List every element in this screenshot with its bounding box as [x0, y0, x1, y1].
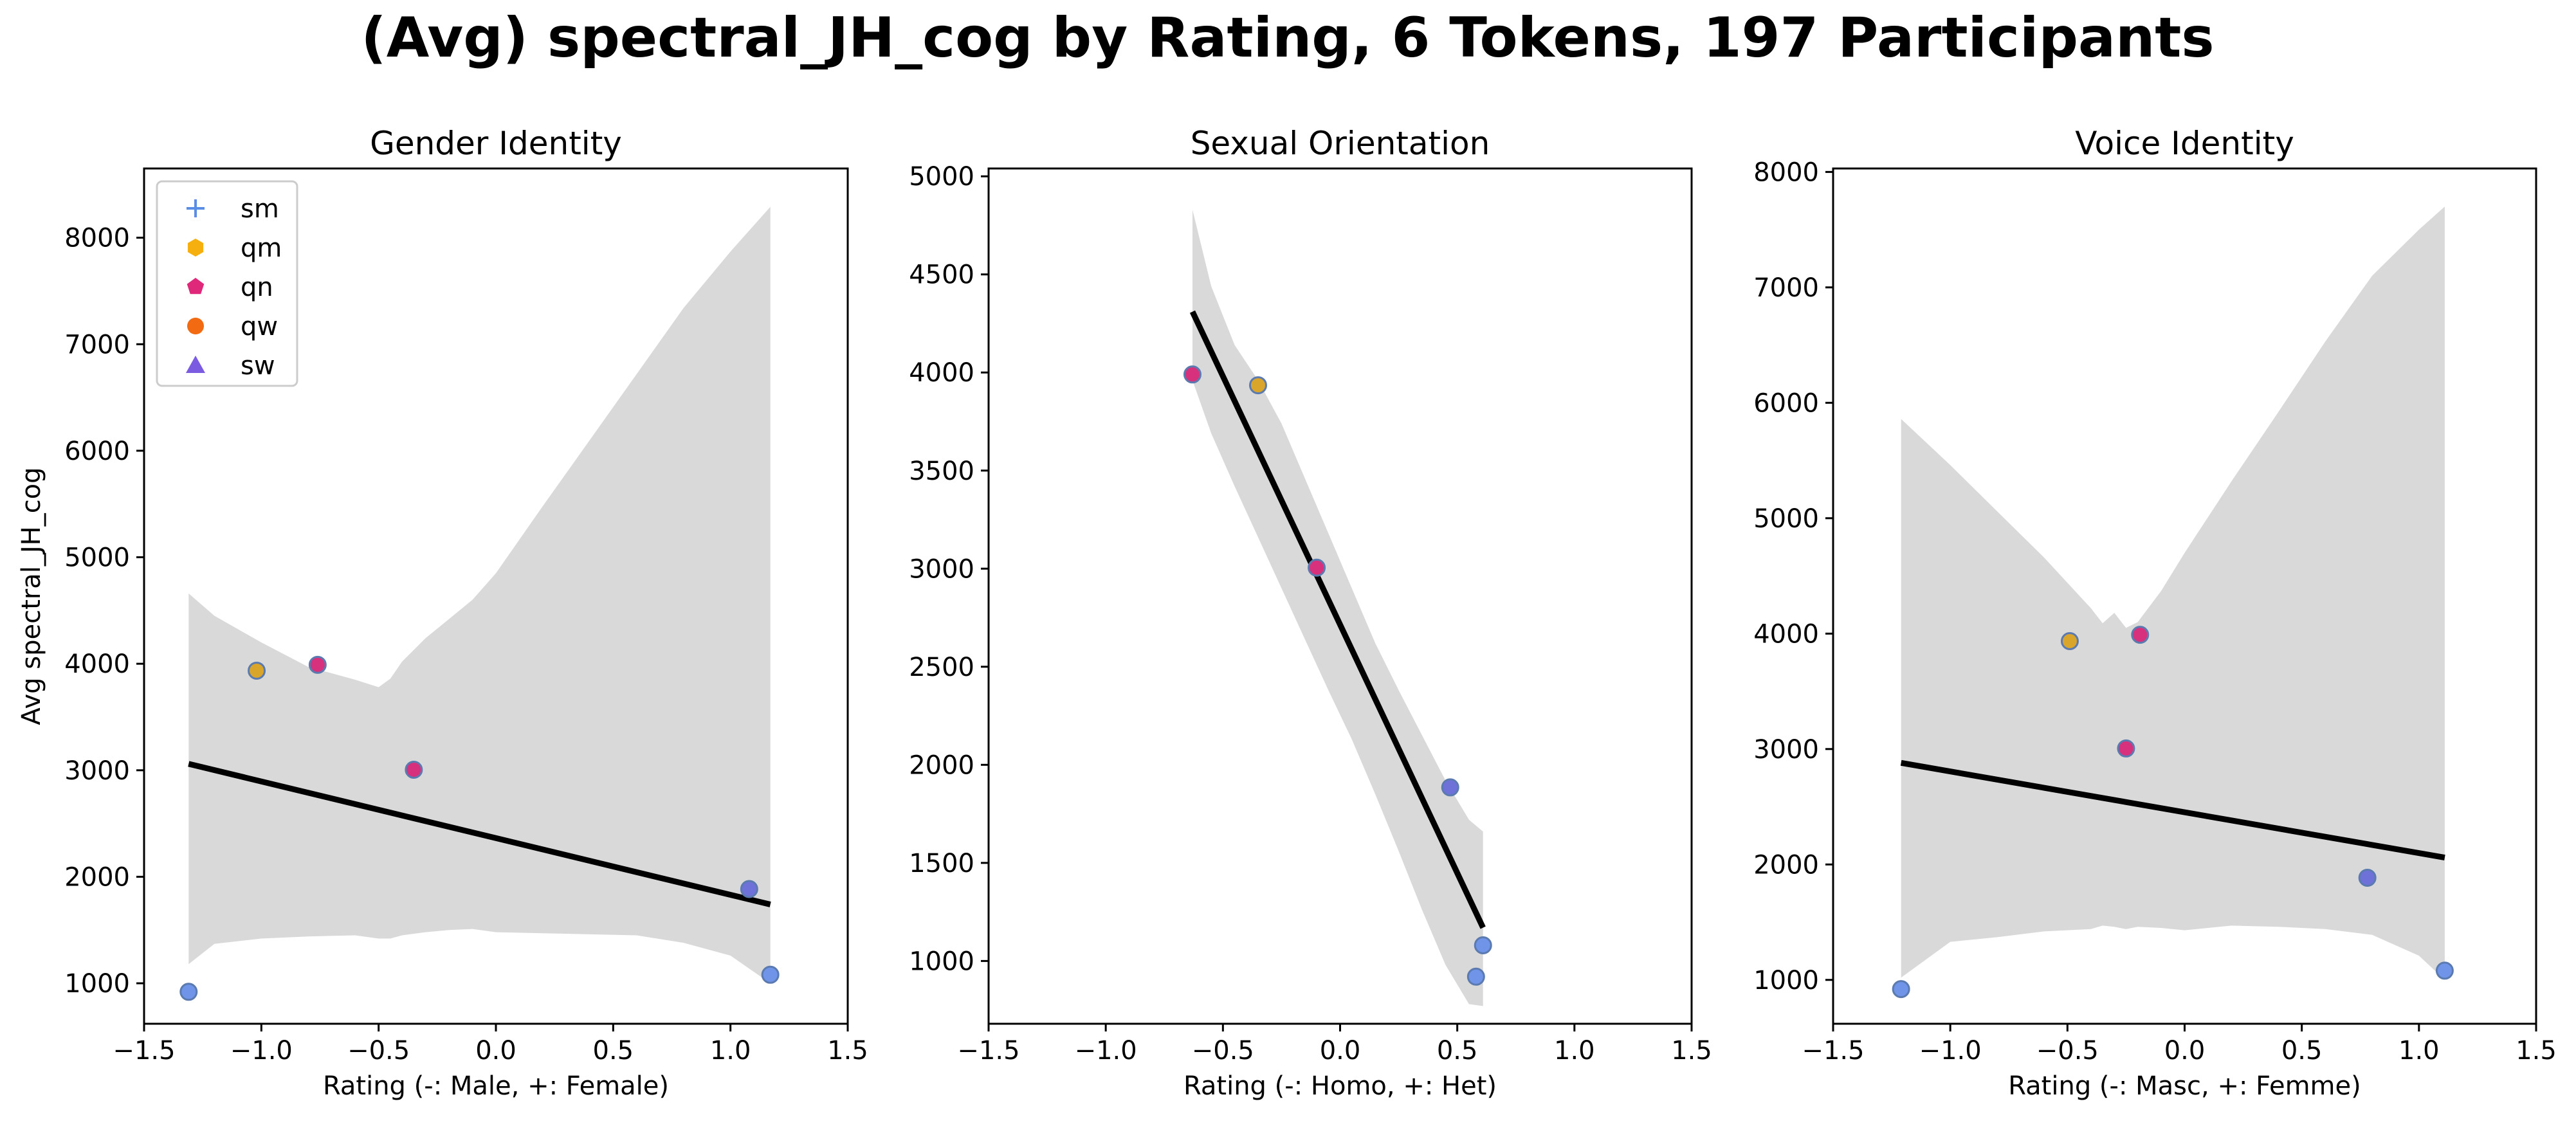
y-tick-label: 2000 — [64, 862, 130, 892]
hexagon-marker-icon — [187, 239, 204, 257]
y-tick-label: 6000 — [64, 437, 130, 466]
data-point — [1474, 936, 1492, 954]
data-point — [1441, 778, 1459, 797]
data-point — [2358, 868, 2377, 887]
y-tick-label: 7000 — [64, 330, 130, 359]
x-tick-label: −1.5 — [1802, 1036, 1864, 1066]
y-tick-label: 2500 — [909, 653, 974, 682]
data-point — [740, 880, 758, 898]
x-tick-label: 1.0 — [2398, 1036, 2440, 1066]
legend-label: qn — [241, 273, 273, 302]
data-point — [308, 655, 327, 674]
x-tick-label: −0.5 — [2036, 1036, 2099, 1066]
y-tick-label: 1000 — [64, 969, 130, 999]
subplot-title: Gender Identity — [370, 125, 622, 162]
subplot-title: Sexual Orientation — [1191, 125, 1490, 162]
triangle-marker-icon — [186, 356, 205, 373]
x-tick-label: −1.0 — [230, 1036, 293, 1066]
x-tick-label: 0.0 — [475, 1036, 516, 1066]
y-tick-label: 8000 — [64, 224, 130, 253]
y-tick-label: 5000 — [1753, 504, 1819, 534]
x-tick-label: −1.0 — [1075, 1036, 1137, 1066]
x-tick-label: 1.5 — [1671, 1036, 1712, 1066]
subplot-title: Voice Identity — [2075, 125, 2294, 162]
regression-line — [1900, 759, 2445, 860]
data-point — [2117, 739, 2135, 758]
y-tick-label: 3000 — [909, 554, 974, 584]
legend-box — [156, 180, 298, 387]
y-tick-label: 2000 — [1753, 850, 1819, 880]
data-point — [2131, 626, 2150, 644]
x-tick-label: 0.0 — [2164, 1036, 2206, 1066]
confidence-band — [1901, 206, 2445, 980]
x-tick-label: −0.5 — [347, 1036, 410, 1066]
y-tick-label: 4000 — [64, 649, 130, 679]
y-tick-label: 3000 — [64, 756, 130, 786]
y-tick-label: 3500 — [909, 457, 974, 486]
x-tick-label: −0.5 — [1192, 1036, 1254, 1066]
legend-item-qm: qm — [187, 233, 282, 263]
circle-marker-icon — [187, 318, 204, 334]
legend-label: sm — [241, 194, 279, 224]
x-tick-label: −1.0 — [1919, 1036, 1982, 1066]
legend-label: qm — [241, 233, 282, 263]
x-tick-label: −1.5 — [957, 1036, 1019, 1066]
regression-line — [188, 761, 771, 907]
data-point — [1248, 376, 1267, 395]
subplot-3: −1.5 −1.0 −0.5 0.0 0.5 1.0 1.5 1000 2000 3000 4000… — [1753, 125, 2557, 1101]
y-tick-label: 5000 — [64, 543, 130, 573]
plus-marker-icon — [187, 199, 205, 217]
legend-item-qw: qw — [187, 312, 278, 341]
x-tick-label: 1.0 — [1554, 1036, 1595, 1066]
y-tick-label: 1000 — [1753, 966, 1819, 995]
data-point — [179, 983, 198, 1001]
data-point — [1466, 967, 1485, 986]
data-point — [1308, 558, 1326, 577]
legend-item-qn: qn — [187, 273, 273, 302]
data-point — [2060, 632, 2079, 650]
y-tick-label: 8000 — [1753, 158, 1819, 187]
data-point — [405, 760, 423, 779]
legend-label: qw — [241, 312, 278, 341]
y-tick-label: 6000 — [1753, 388, 1819, 418]
figure-title: (Avg) spectral_JH_cog by Rating, 6 Token… — [361, 6, 2214, 70]
y-tick-label: 2000 — [909, 750, 974, 780]
legend-label: sw — [241, 351, 275, 381]
x-axis-label: Rating (-: Homo, +: Het) — [1183, 1071, 1497, 1101]
legend: sm qm qn qw sw — [156, 180, 298, 387]
x-tick-label: 1.5 — [827, 1036, 868, 1066]
regression-line — [1189, 310, 1486, 929]
legend-item-sw: sw — [186, 351, 275, 381]
y-tick-label: 1500 — [909, 849, 974, 878]
y-tick-label: 1000 — [909, 947, 974, 976]
x-axis-label: Rating (-: Male, +: Female) — [323, 1071, 669, 1101]
x-tick-label: 0.5 — [1437, 1036, 1478, 1066]
data-point — [1183, 365, 1201, 384]
x-tick-label: 1.5 — [2516, 1036, 2557, 1066]
data-point — [1892, 980, 1910, 999]
data-point — [761, 965, 780, 984]
x-tick-label: 0.5 — [593, 1036, 634, 1066]
x-tick-label: 0.0 — [1320, 1036, 1361, 1066]
y-axis-label: Avg spectral_JH_cog — [17, 467, 46, 725]
y-tick-label: 4000 — [1753, 619, 1819, 649]
legend-item-sm: sm — [187, 194, 279, 224]
y-tick-label: 3000 — [1753, 735, 1819, 765]
pentagon-marker-icon — [187, 278, 205, 295]
subplot-1: −1.5 −1.0 −0.5 0.0 0.5 1.0 1.5 1000 2000 3000 4000… — [17, 125, 868, 1101]
x-tick-label: −1.5 — [113, 1036, 175, 1066]
x-tick-label: 1.0 — [710, 1036, 751, 1066]
subplot-2: −1.5 −1.0 −0.5 0.0 0.5 1.0 1.5 1000 1500 2000 2500… — [909, 125, 1712, 1101]
confidence-band — [1192, 210, 1483, 1006]
x-tick-label: 0.5 — [2281, 1036, 2323, 1066]
y-tick-label: 4500 — [909, 260, 974, 290]
x-axis-label: Rating (-: Masc, +: Femme) — [2008, 1071, 2361, 1101]
data-point — [248, 661, 266, 680]
data-point — [2435, 961, 2454, 980]
confidence-band — [188, 206, 771, 984]
y-tick-label: 7000 — [1753, 273, 1819, 303]
y-tick-label: 4000 — [909, 358, 974, 388]
y-tick-label: 5000 — [909, 162, 974, 192]
